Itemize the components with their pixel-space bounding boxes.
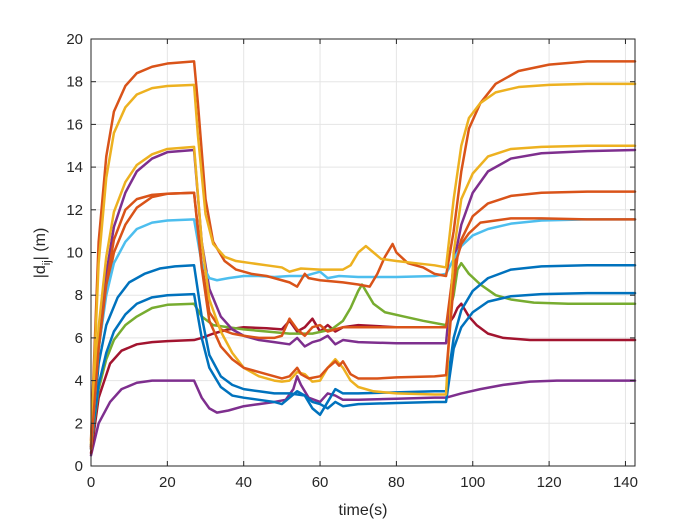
y-tick-label: 4 — [75, 373, 83, 390]
x-tick-label: 80 — [388, 474, 405, 491]
plot-frame — [90, 38, 636, 467]
y-tick-label: 2 — [75, 415, 83, 432]
series-line-9 — [89, 60, 637, 442]
x-tick-label: 0 — [87, 474, 95, 491]
y-axis-label: |dij| (m) — [32, 228, 53, 279]
y-tick-label: 14 — [66, 159, 83, 176]
tick-labels: 0 20 40 60 80 100 120 140 0 2 4 6 8 10 12 14 16 18 20 — [66, 31, 638, 491]
x-tick-label: 20 — [159, 474, 176, 491]
series-line-8 — [89, 218, 637, 451]
x-tick-label: 100 — [460, 474, 485, 491]
y-tick-label: 12 — [66, 202, 83, 219]
y-axis-label-subscript: ij — [41, 260, 53, 265]
series-line-11 — [89, 144, 637, 446]
y-tick-label: 6 — [75, 330, 83, 347]
y-tick-label: 16 — [66, 116, 83, 133]
series-line-4 — [89, 291, 637, 446]
x-tick-label: 120 — [537, 474, 562, 491]
x-tick-label: 140 — [613, 474, 638, 491]
series-line-10 — [89, 82, 637, 444]
y-tick-label: 20 — [66, 31, 83, 48]
series-line-6 — [89, 148, 637, 449]
series-line-3 — [89, 261, 637, 449]
series-line-7 — [89, 190, 637, 449]
y-tick-label: 8 — [75, 287, 83, 304]
data-series-group — [89, 60, 637, 457]
y-tick-label: 10 — [66, 245, 83, 262]
y-tick-label: 0 — [75, 458, 83, 475]
y-tick-label: 18 — [66, 74, 83, 91]
series-line-12 — [89, 191, 637, 451]
x-tick-label: 40 — [235, 474, 252, 491]
y-axis-label-main: |d — [32, 265, 49, 278]
series-line-5 — [89, 264, 637, 451]
y-axis-label-tail: | (m) — [32, 228, 49, 261]
series-line-1 — [89, 375, 637, 457]
x-tick-label: 60 — [312, 474, 329, 491]
x-axis-label: time(s) — [339, 502, 388, 519]
